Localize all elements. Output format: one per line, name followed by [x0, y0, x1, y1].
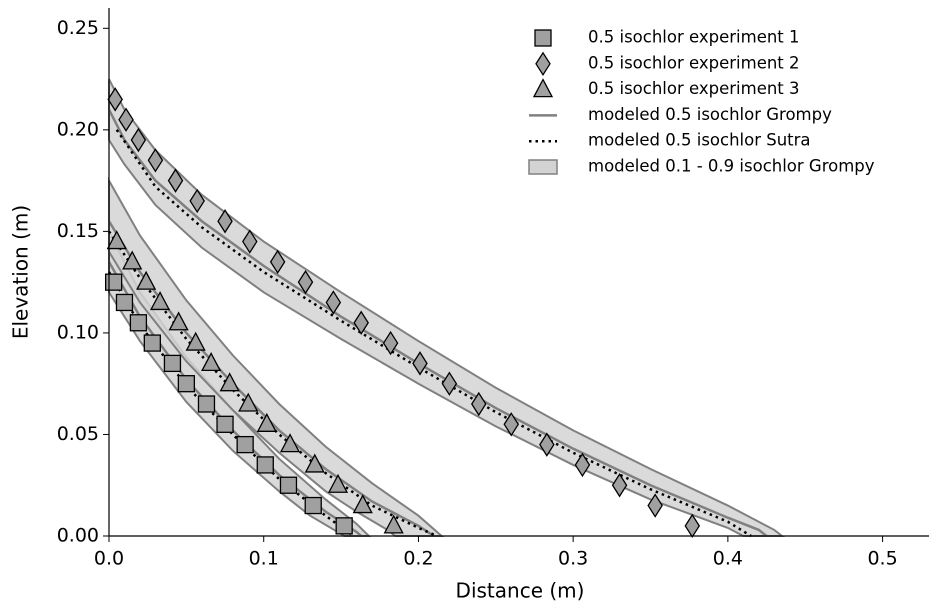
triangle-marker — [304, 453, 325, 473]
diamond-marker — [353, 310, 369, 335]
diamond-marker — [242, 229, 258, 254]
x-tick-label: 0.2 — [403, 548, 433, 570]
sutra-line — [107, 230, 438, 538]
diamond-marker — [325, 290, 342, 315]
triangle-marker — [122, 250, 143, 270]
x-tick-label: 0.0 — [94, 548, 124, 570]
diamond-marker — [269, 249, 286, 275]
diamond-marker — [539, 432, 555, 457]
triangle-marker — [327, 473, 349, 493]
triangle-marker — [383, 514, 404, 534]
y-tick-label: 0.20 — [57, 118, 99, 140]
legend: 0.5 isochlor experiment 1 0.5 isochlor ex… — [528, 28, 875, 176]
diamond-marker — [297, 269, 314, 295]
square-marker — [304, 496, 322, 515]
legend-label: 0.5 isochlor experiment 3 — [588, 79, 800, 98]
legend-swatch — [528, 159, 558, 175]
triangle-marker — [279, 433, 301, 453]
triangle-marker — [532, 78, 554, 98]
diamond-marker — [147, 148, 164, 173]
diamond-marker — [684, 513, 701, 539]
diamond-marker — [535, 51, 551, 77]
triangle-marker — [352, 494, 373, 514]
diamond-marker — [611, 473, 628, 498]
legend-label: modeled 0.5 isochlor Sutra — [588, 131, 811, 150]
square-marker — [197, 395, 216, 413]
diamond-marker — [167, 168, 184, 193]
diamond-marker — [503, 412, 520, 437]
x-tick-label: 0.3 — [558, 548, 588, 570]
diamond-marker — [441, 371, 458, 396]
square-marker — [104, 273, 123, 291]
diamond-marker — [574, 452, 591, 478]
y-tick-label: 0.25 — [57, 17, 99, 39]
square-marker — [256, 456, 274, 474]
triangle-marker — [106, 230, 127, 250]
square-marker — [143, 334, 161, 352]
triangle-marker — [136, 270, 157, 290]
x-axis-label: Distance (m) — [456, 579, 585, 603]
square-marker — [236, 435, 254, 454]
x-tick-label: 0.5 — [867, 548, 897, 570]
square-marker — [129, 314, 148, 332]
square-marker — [279, 476, 298, 494]
grompy-line — [107, 220, 435, 538]
diamond-marker — [130, 127, 147, 153]
y-tick-label: 0.15 — [57, 220, 99, 242]
diamond-marker — [412, 351, 428, 376]
y-tick-label: 0.05 — [57, 423, 99, 445]
plot-area — [104, 78, 785, 539]
square-marker — [534, 29, 552, 47]
legend-label: 0.5 isochlor experiment 1 — [588, 28, 800, 47]
triangle-marker — [201, 351, 222, 372]
triangle-marker — [256, 412, 277, 432]
diamond-marker — [382, 330, 399, 356]
diamond-marker — [647, 493, 663, 518]
diamond-marker — [189, 188, 205, 214]
legend-label: 0.5 isochlor experiment 2 — [588, 53, 800, 72]
triangle-marker — [219, 372, 240, 392]
triangle-marker — [149, 291, 171, 311]
diamond-marker — [471, 391, 487, 417]
x-tick-label: 0.1 — [249, 548, 279, 570]
diamond-marker — [217, 209, 233, 234]
square-marker — [216, 415, 234, 433]
triangle-marker — [168, 311, 189, 331]
legend-label: modeled 0.5 isochlor Grompy — [588, 105, 832, 124]
y-tick-label: 0.00 — [57, 525, 99, 547]
diamond-marker — [118, 107, 134, 132]
triangle-marker — [185, 331, 206, 351]
x-tick-label: 0.4 — [713, 548, 743, 570]
square-marker — [163, 354, 182, 373]
triangle-marker — [238, 392, 259, 412]
legend-label: modeled 0.1 - 0.9 isochlor Grompy — [588, 157, 875, 176]
y-tick-label: 0.10 — [57, 321, 99, 343]
y-axis-label: Elevation (m) — [9, 205, 33, 339]
diamond-marker — [107, 87, 123, 112]
square-marker — [177, 375, 196, 393]
square-marker — [115, 293, 134, 312]
square-marker — [335, 517, 353, 535]
